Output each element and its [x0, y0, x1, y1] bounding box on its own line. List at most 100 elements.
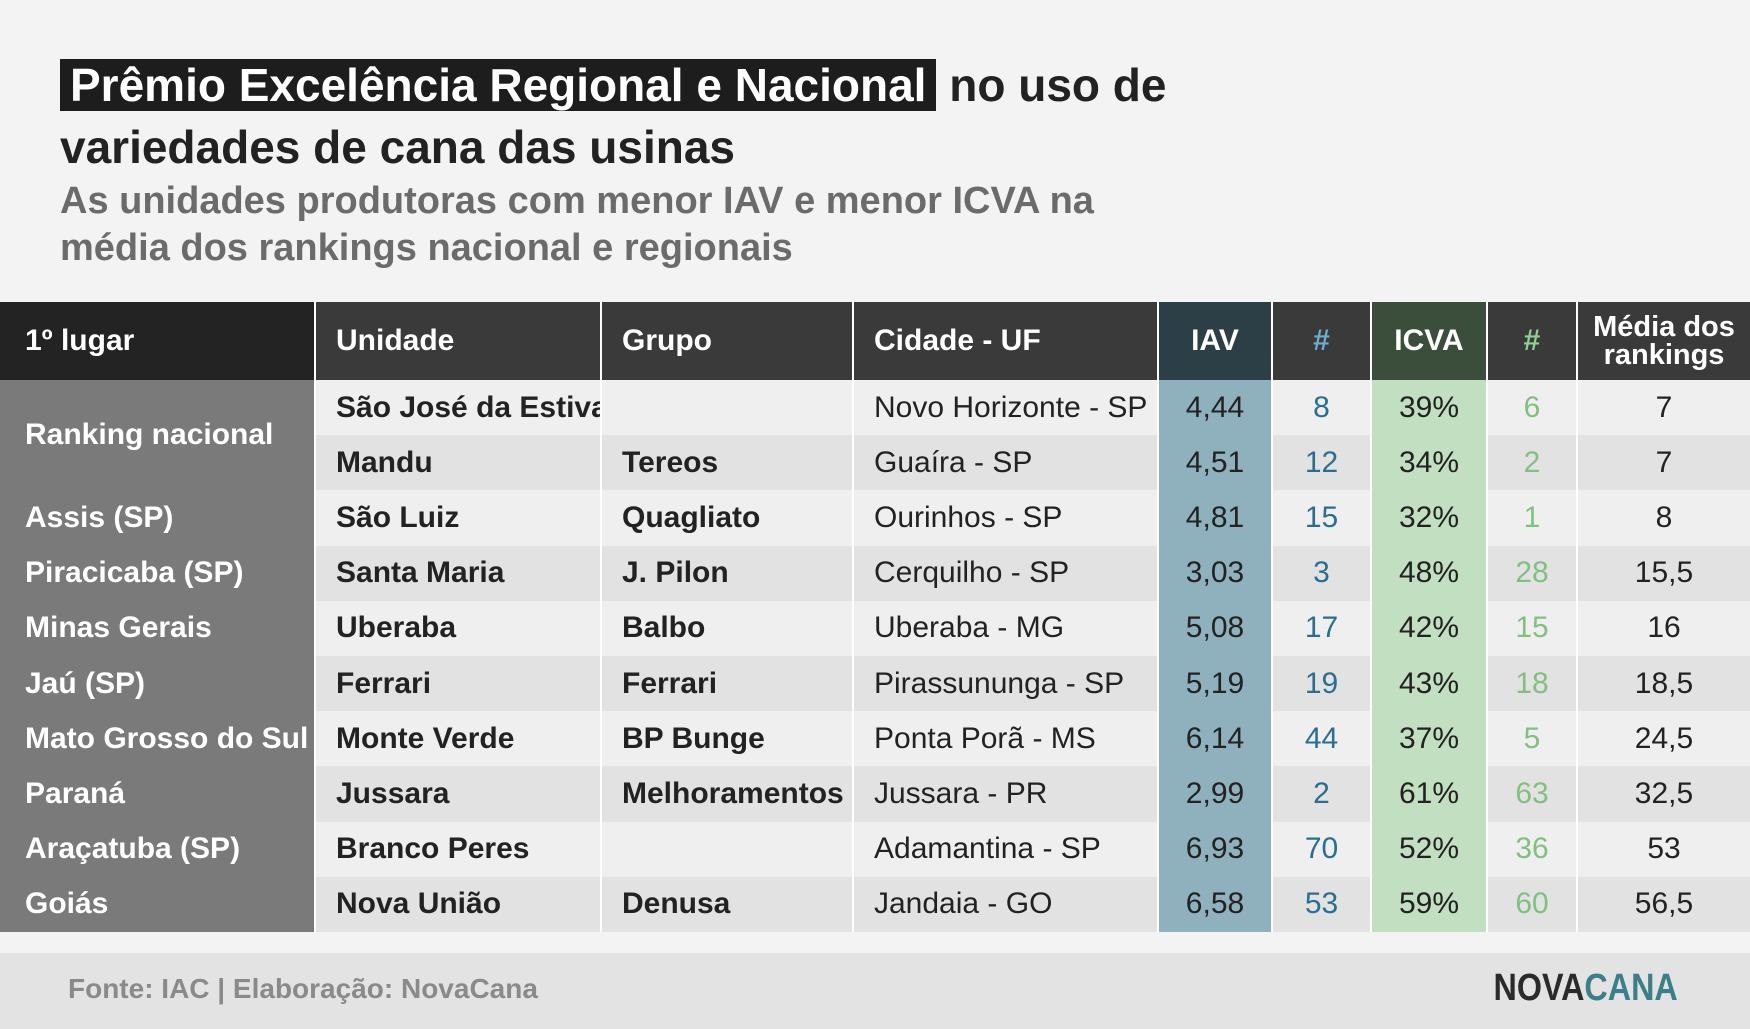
cidade-cell: Uberaba - MG: [853, 600, 1159, 656]
grupo-cell: BP Bunge: [601, 711, 854, 767]
region-cell: Ranking nacional: [0, 380, 316, 491]
source-note: Fonte: IAC | Elaboração: NovaCana: [68, 973, 538, 1004]
media-cell: 53: [1577, 821, 1750, 877]
header-icva: ICVA: [1371, 302, 1488, 380]
icva-cell: 59%: [1371, 876, 1488, 932]
cidade-cell: Guaíra - SP: [853, 435, 1159, 491]
unidade-cell: Jussara: [315, 766, 602, 822]
novacana-logo: NOVACANA: [1494, 967, 1678, 1010]
region-cell: Piracicaba (SP): [0, 545, 316, 601]
icva-rank-cell: 1: [1487, 490, 1578, 546]
media-cell: 7: [1577, 435, 1750, 491]
region-cell: Goiás: [0, 876, 316, 932]
cidade-cell: Ourinhos - SP: [853, 490, 1159, 546]
chart-title: Prêmio Excelência Regional e Nacional no…: [60, 54, 1260, 178]
icva-cell: 34%: [1371, 435, 1488, 491]
media-cell: 16: [1577, 600, 1750, 656]
header-lugar: 1º lugar: [0, 302, 316, 380]
grupo-cell: Balbo: [601, 600, 854, 656]
media-cell: 32,5: [1577, 766, 1750, 822]
media-cell: 8: [1577, 490, 1750, 546]
table-body: Ranking nacional São José da Estiva Novo H…: [0, 380, 1750, 932]
grupo-cell: Ferrari: [601, 655, 854, 712]
unidade-cell: Branco Peres: [315, 821, 602, 877]
ranking-table: 1º lugar Unidade Grupo Cidade - UF IAV #…: [0, 302, 1750, 932]
icva-rank-cell: 2: [1487, 435, 1578, 491]
grupo-cell: J. Pilon: [601, 545, 854, 601]
iav-cell: 2,99: [1158, 766, 1273, 822]
media-cell: 15,5: [1577, 545, 1750, 601]
iav-rank-cell: 17: [1272, 600, 1372, 656]
table-header-row: 1º lugar Unidade Grupo Cidade - UF IAV #…: [0, 302, 1750, 380]
cidade-cell: Cerquilho - SP: [853, 545, 1159, 601]
icva-rank-cell: 36: [1487, 821, 1578, 877]
title-block: Prêmio Excelência Regional e Nacional no…: [60, 54, 1260, 178]
table-row: Ranking nacional São José da Estiva Novo H…: [0, 380, 1750, 491]
title-rest: no uso de variedades de cana das usinas: [60, 59, 1167, 173]
iav-rank-cell: 53: [1272, 876, 1372, 932]
iav-rank-cell: 44: [1272, 711, 1372, 767]
table-row: Paraná Jussara Melhoramentos Jussara - PR 2,…: [0, 766, 1750, 822]
icva-rank-cell: 6: [1487, 380, 1578, 436]
icva-cell: 43%: [1371, 655, 1488, 712]
header-iav-rank: #: [1272, 302, 1372, 380]
media-cell: 18,5: [1577, 655, 1750, 712]
iav-cell: 4,81: [1158, 490, 1273, 546]
media-cell: 24,5: [1577, 711, 1750, 767]
iav-rank-cell: 8: [1272, 380, 1372, 436]
cidade-cell: Ponta Porã - MS: [853, 711, 1159, 767]
table-row: Goiás Nova União Denusa Jandaia - GO 6,58 53 5…: [0, 876, 1750, 932]
iav-cell: 6,93: [1158, 821, 1273, 877]
iav-cell: 4,44: [1158, 380, 1273, 436]
grupo-cell: Quagliato: [601, 490, 854, 546]
region-cell: Assis (SP): [0, 490, 316, 546]
icva-rank-cell: 28: [1487, 545, 1578, 601]
icva-rank-cell: 15: [1487, 600, 1578, 656]
iav-cell: 3,03: [1158, 545, 1273, 601]
icva-cell: 42%: [1371, 600, 1488, 656]
unidade-cell: Santa Maria: [315, 545, 602, 601]
iav-rank-cell: 2: [1272, 766, 1372, 822]
region-cell: Mato Grosso do Sul: [0, 711, 316, 767]
header-icva-rank: #: [1487, 302, 1578, 380]
iav-rank-cell: 12: [1272, 435, 1372, 491]
grupo-cell: Melhoramentos: [601, 766, 854, 822]
icva-cell: 32%: [1371, 490, 1488, 546]
icva-rank-cell: 18: [1487, 655, 1578, 712]
media-cell: 56,5: [1577, 876, 1750, 932]
icva-rank-cell: 5: [1487, 711, 1578, 767]
icva-cell: 48%: [1371, 545, 1488, 601]
table-row: Assis (SP) São Luiz Quagliato Ourinhos - SP…: [0, 490, 1750, 546]
cidade-cell: Jandaia - GO: [853, 876, 1159, 932]
iav-cell: 5,08: [1158, 600, 1273, 656]
cidade-cell: Adamantina - SP: [853, 821, 1159, 877]
unidade-cell: Ferrari: [315, 655, 602, 712]
table-row: Araçatuba (SP) Branco Peres Adamantina - S…: [0, 821, 1750, 877]
grupo-cell: Denusa: [601, 876, 854, 932]
region-cell: Paraná: [0, 766, 316, 822]
grupo-cell: [601, 380, 854, 436]
region-cell: Minas Gerais: [0, 600, 316, 656]
region-cell: Jaú (SP): [0, 655, 316, 712]
table-row: Jaú (SP) Ferrari Ferrari Pirassununga - SP 5…: [0, 655, 1750, 712]
icva-rank-cell: 63: [1487, 766, 1578, 822]
table-row: Mandu Tereos Guaíra - SP 4,51 12 34% 2 7: [0, 435, 1750, 491]
header-unidade: Unidade: [315, 302, 602, 380]
iav-rank-cell: 3: [1272, 545, 1372, 601]
iav-rank-cell: 19: [1272, 655, 1372, 712]
header-media-line2: rankings: [1603, 339, 1725, 371]
icva-cell: 61%: [1371, 766, 1488, 822]
region-cell: Araçatuba (SP): [0, 821, 316, 877]
table-row: Piracicaba (SP) Santa Maria J. Pilon Cerqui…: [0, 545, 1750, 601]
header-media: Média dos rankings: [1577, 302, 1750, 380]
logo-part-cana: CANA: [1584, 967, 1678, 1009]
iav-cell: 4,51: [1158, 435, 1273, 491]
iav-cell: 5,19: [1158, 655, 1273, 712]
unidade-cell: Nova União: [315, 876, 602, 932]
iav-cell: 6,58: [1158, 876, 1273, 932]
title-highlight: Prêmio Excelência Regional e Nacional: [60, 59, 937, 111]
iav-rank-cell: 15: [1272, 490, 1372, 546]
unidade-cell: Monte Verde: [315, 711, 602, 767]
icva-rank-cell: 60: [1487, 876, 1578, 932]
cidade-cell: Pirassununga - SP: [853, 655, 1159, 712]
